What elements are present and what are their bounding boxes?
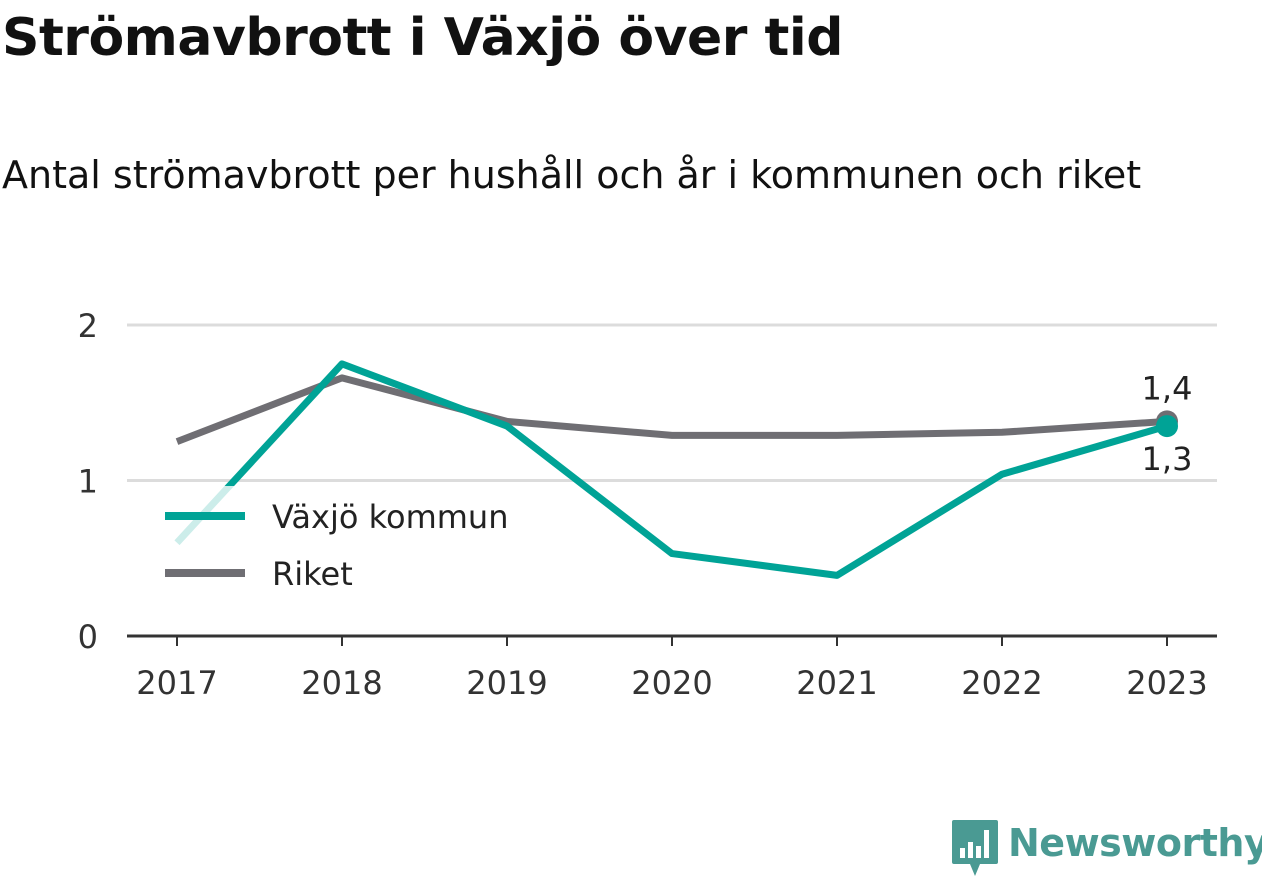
chart-title: Strömavbrott i Växjö över tid [2,8,843,68]
series-endpoint-vaxjo [1156,415,1178,438]
x-tick-label: 2023 [1126,664,1207,702]
y-tick-label: 1 [78,463,98,501]
end-labels: 1,4 1,3 [1142,369,1193,478]
newsworthy-brand: Newsworthy [950,818,1262,880]
series-line-vaxjo [174,360,1168,579]
legend: Växjö kommun Riket [150,486,508,606]
series-line-riket [175,374,1168,445]
x-axis: 2017 2018 2019 2020 2021 2022 2023 [127,634,1217,702]
x-tick-label: 2021 [796,664,877,702]
y-tick-label: 0 [78,618,98,656]
legend-backdrop [150,486,250,606]
legend-label: Växjö kommun [272,498,508,536]
chart-subtitle: Antal strömavbrott per hushåll och år i … [2,153,1142,197]
end-label-vaxjo: 1,3 [1142,440,1193,478]
x-tick-label: 2019 [466,664,547,702]
x-tick-label: 2022 [961,664,1042,702]
y-tick-label: 2 [78,307,98,345]
end-label-riket: 1,4 [1142,369,1193,407]
x-tick-label: 2017 [136,664,217,702]
brand-name: Newsworthy [1008,821,1262,865]
x-tick-label: 2018 [301,664,382,702]
series-lines [174,360,1178,579]
newsworthy-logo-icon [952,820,998,876]
legend-item-vaxjo: Växjö kommun [165,498,508,536]
legend-label: Riket [272,555,353,593]
gridlines: 0 1 2 [78,307,1217,656]
x-tick-label: 2020 [631,664,712,702]
legend-item-riket: Riket [165,555,353,593]
